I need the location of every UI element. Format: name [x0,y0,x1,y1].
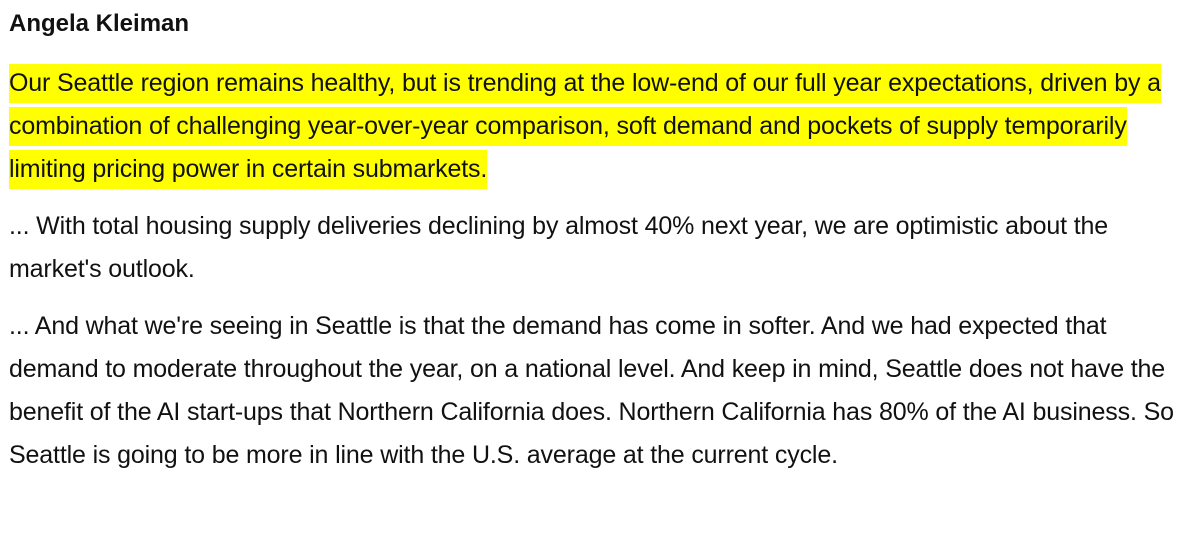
highlighted-paragraph: Our Seattle region remains healthy, but … [9,62,1190,191]
paragraph-seattle-demand: ... And what we're seeing in Seattle is … [9,312,1174,469]
speaker-name: Angela Kleiman [9,10,190,37]
highlighted-quote: Our Seattle region remains healthy, but … [9,64,1161,189]
paragraph-supply-outlook: ... With total housing supply deliveries… [9,212,1109,283]
